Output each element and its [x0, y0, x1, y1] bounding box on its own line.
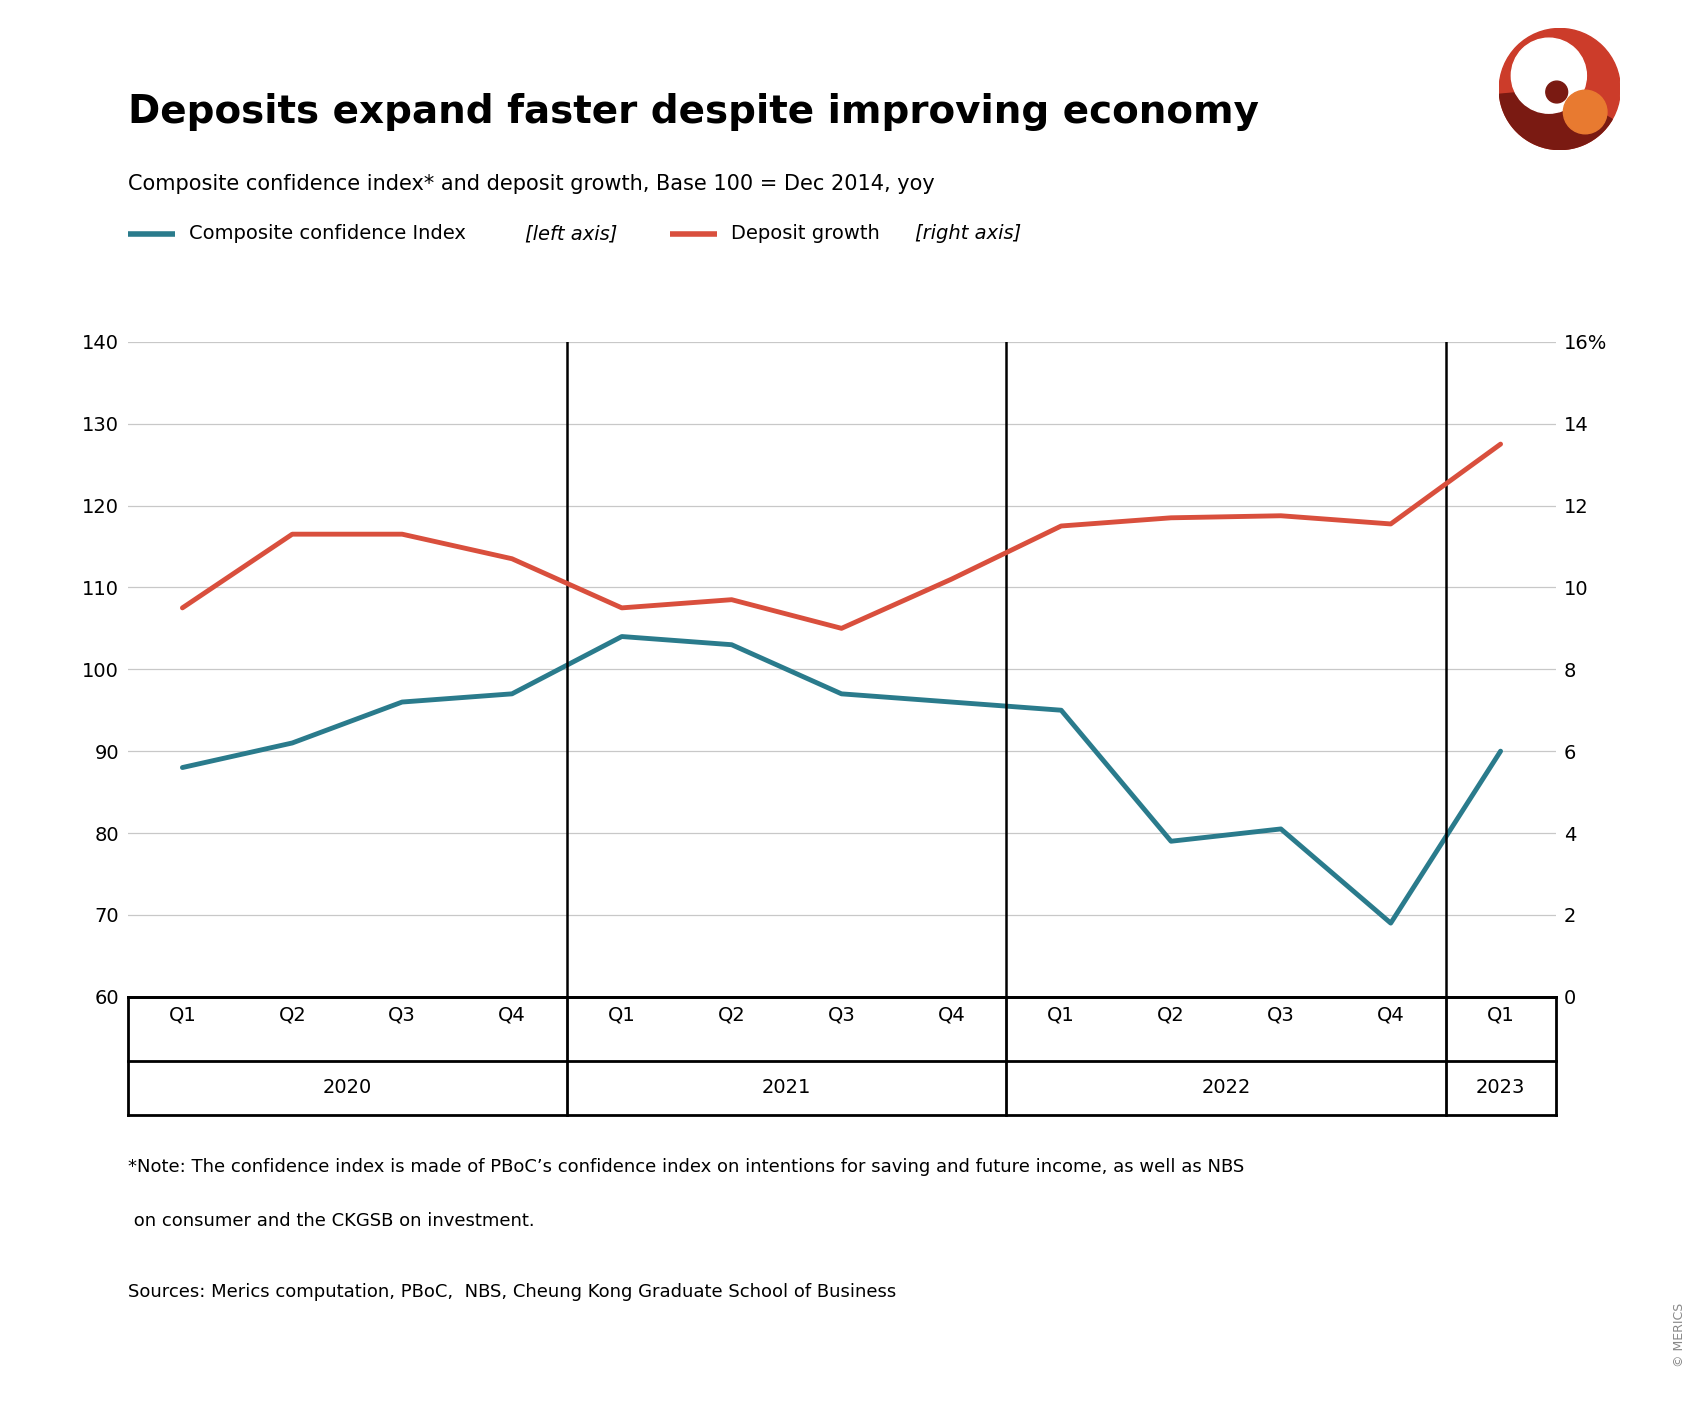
Text: [left axis]: [left axis] — [525, 224, 617, 244]
Text: Composite confidence index* and deposit growth, Base 100 = Dec 2014, yoy: Composite confidence index* and deposit … — [128, 174, 935, 194]
Circle shape — [1564, 90, 1606, 134]
Text: 2022: 2022 — [1202, 1078, 1251, 1098]
Circle shape — [1545, 81, 1567, 103]
Text: on consumer and the CKGSB on investment.: on consumer and the CKGSB on investment. — [128, 1212, 534, 1230]
Text: Composite confidence Index: Composite confidence Index — [189, 224, 473, 244]
Text: Deposit growth: Deposit growth — [731, 224, 886, 244]
Text: Sources: Merics computation, PBoC,  NBS, Cheung Kong Graduate School of Business: Sources: Merics computation, PBoC, NBS, … — [128, 1283, 896, 1302]
Circle shape — [1499, 28, 1620, 150]
Circle shape — [1511, 38, 1586, 114]
Text: Deposits expand faster despite improving economy: Deposits expand faster despite improving… — [128, 93, 1258, 131]
Text: 2023: 2023 — [1476, 1078, 1525, 1098]
Text: 2021: 2021 — [762, 1078, 811, 1098]
Text: © MERICS: © MERICS — [1673, 1303, 1686, 1367]
Text: *Note: The confidence index is made of PBoC’s confidence index on intentions for: *Note: The confidence index is made of P… — [128, 1158, 1244, 1176]
Wedge shape — [1499, 88, 1612, 150]
Text: [right axis]: [right axis] — [915, 224, 1020, 244]
Text: 2020: 2020 — [323, 1078, 372, 1098]
